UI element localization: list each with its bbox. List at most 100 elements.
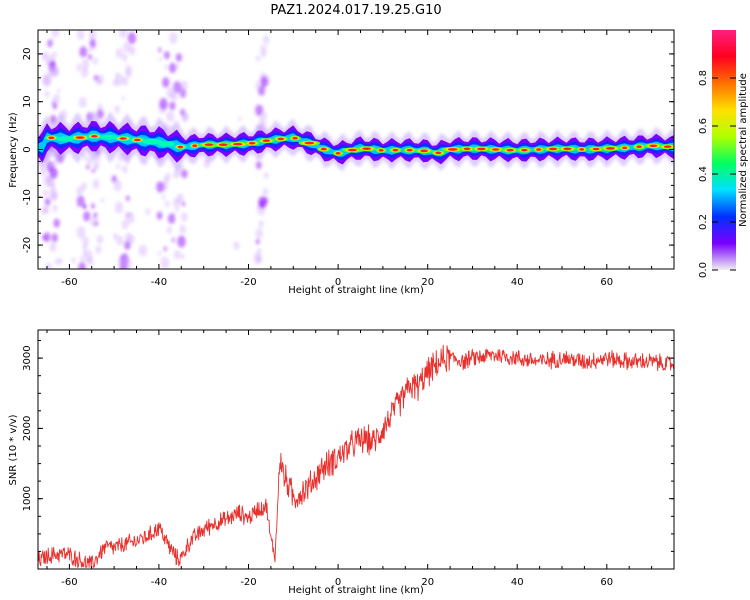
noise-speckle [42,189,48,197]
colorbar-tick-label: 0.8 [698,70,709,86]
colorbar-tick-label: 0.6 [698,118,709,134]
ridge-peak-core [447,148,458,151]
noise-speckle [262,187,269,196]
noise-speckle [43,73,52,86]
noise-speckle [45,60,51,67]
colorbar-axes: 0.0 0.2 0.4 0.6 0.8 [698,70,736,278]
noise-speckle [262,35,270,45]
noise-speckle [181,201,186,207]
ridge-peak-core [492,148,500,151]
noise-speckle [127,32,137,45]
noise-speckle [95,245,102,254]
noise-speckle [128,45,136,56]
noise-speckle [163,246,167,252]
noise-speckle [173,197,181,208]
noise-speckle [87,47,91,53]
spectrogram-ylabel: Frequency (Hz) [8,112,19,188]
spectrogram-xtick-label: -40 [151,277,167,288]
snr-xtick-label: -60 [61,577,77,588]
noise-speckle [86,164,90,170]
colorbar-tick-label: 0.4 [698,166,709,182]
noise-speckle [52,102,58,109]
noise-speckle [116,235,124,246]
noise-speckle [42,235,47,241]
noise-speckle [49,167,58,179]
noise-speckle [163,176,170,185]
noise-speckle [51,233,58,243]
noise-speckle [159,97,168,110]
noise-speckle [88,30,97,40]
noise-speckle [82,250,87,256]
ridge-peak-core [320,147,327,151]
noise-speckle [80,255,85,263]
noise-speckle [53,218,60,228]
noise-speckle [238,116,242,122]
noise-speckle [160,256,170,269]
spectrogram-ytick-label: 20 [22,48,33,61]
noise-speckle [169,101,176,111]
noise-speckle [115,48,123,59]
noise-speckle [50,182,56,191]
snr-frame [37,329,675,570]
ridge-peak-core [435,151,442,155]
ridge-peak-core [663,145,672,148]
ridge-peak-core [536,148,542,151]
noise-speckle [255,161,262,170]
ridge-peak-core [362,147,372,150]
noise-speckle [118,30,128,39]
noise-speckle [175,84,182,94]
noise-speckle [113,179,122,192]
ridge-peak-outer [141,139,162,145]
noise-speckle [156,181,165,193]
noise-speckle [156,211,163,220]
noise-speckle [122,76,129,86]
noise-speckle [169,32,178,44]
spectrogram-xtick-label: 0 [335,277,341,288]
spectrogram-ytick-label: -20 [22,237,33,253]
ridge-peak-core [477,147,486,151]
noise-speckle [255,104,264,117]
noise-speckle [165,200,170,208]
colorbar-tick-label: 0.0 [698,262,709,278]
snr-ytick-label: 1000 [22,486,33,511]
noise-speckle [44,90,50,98]
noise-speckle [181,169,188,179]
noise-speckle [173,250,181,260]
noise-speckle [82,243,88,251]
noise-speckle [258,115,267,126]
noise-speckle [255,228,263,239]
noise-speckle [258,220,264,228]
noise-speckle [49,38,54,44]
ridge-peak-core [420,149,428,153]
ridge-peak-core [119,137,127,140]
ridge-peak-core [622,146,628,150]
snr-xtick-label: -20 [240,577,256,588]
noise-speckle [71,257,76,264]
ridge-peak-core [406,148,413,152]
ridge-peak-core [605,147,616,150]
ridge-peak-core [204,143,214,146]
noise-speckle [167,213,176,224]
noise-speckle [93,212,98,218]
noise-speckle [260,44,267,55]
noise-speckle [122,42,131,53]
noise-speckle [52,159,58,167]
snr-ytick-label: 2000 [22,416,33,441]
noise-speckle [161,194,166,200]
ridge-peak-core [192,144,198,147]
ridge-peak-core [218,143,228,146]
noise-speckle [52,204,58,212]
noise-speckle [180,253,185,260]
noise-speckle [96,78,102,86]
noise-speckle [175,53,182,62]
noise-speckle [96,109,104,119]
noise-speckle [90,203,95,209]
ridge-peak-core [91,135,98,138]
snr-line-marks [38,344,674,569]
ridge-peak-outer [100,134,118,140]
ridge-peak-core [378,149,384,152]
noise-speckle [263,172,269,179]
noise-speckle [92,179,100,189]
spectrogram-axes: -60 -40 -20 0 20 40 60 -20 -10 0 10 20 [22,29,675,288]
noise-speckle [255,84,260,91]
